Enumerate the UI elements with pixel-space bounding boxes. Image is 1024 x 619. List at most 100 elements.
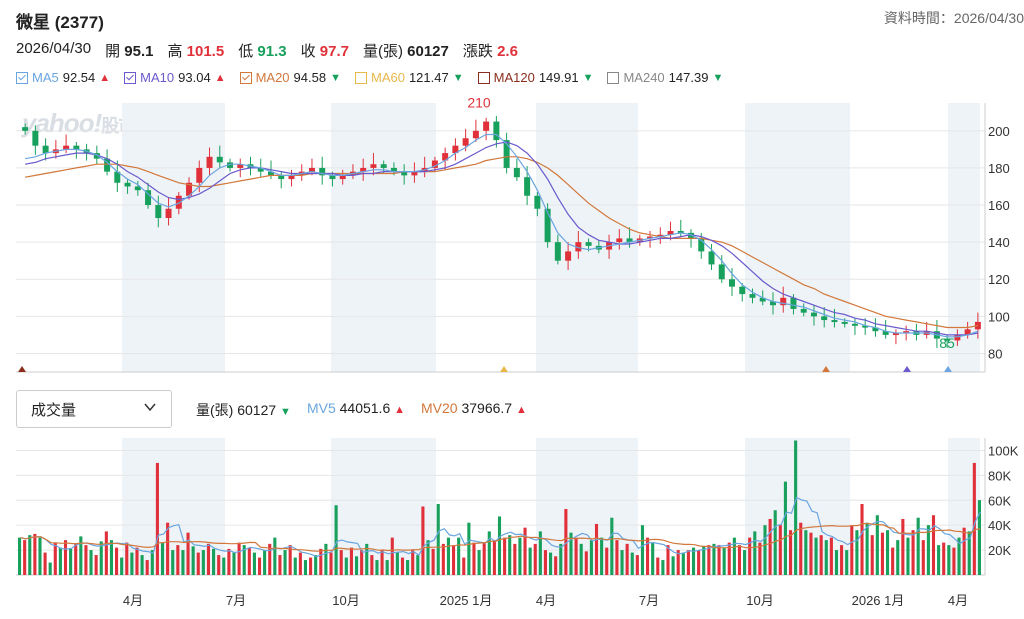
volume-bar: [840, 545, 844, 575]
volume-bar: [472, 542, 476, 575]
volume-bar: [901, 518, 905, 575]
indicator-select[interactable]: 成交量: [16, 390, 172, 428]
candle-body: [667, 231, 674, 235]
candle-body: [411, 171, 418, 176]
candle-body: [554, 242, 561, 261]
volume-bar: [640, 525, 645, 575]
candle-body: [216, 156, 223, 163]
candle-body: [155, 205, 162, 219]
candle-body: [32, 130, 39, 146]
ma-value: 94.58: [293, 70, 327, 85]
candle-body: [227, 162, 234, 168]
candle-body: [800, 308, 807, 313]
shaded-band: [536, 103, 638, 372]
arrow-down-icon: ▼: [452, 71, 464, 84]
volume-bar: [834, 550, 839, 575]
volume-bar: [513, 543, 517, 575]
volume-bar: [426, 540, 430, 575]
candle-body: [196, 167, 203, 183]
shaded-band: [745, 103, 850, 372]
x-tick-label: 4月: [536, 593, 556, 608]
quote-date: 2026/04/30: [16, 40, 92, 57]
candle-body: [339, 175, 346, 180]
checkbox-icon[interactable]: [607, 71, 620, 84]
candle-body: [104, 158, 111, 172]
candle-body: [401, 171, 408, 176]
data-time: 資料時間：2026/04/30: [883, 10, 1024, 26]
ma-toggle-ma20[interactable]: MA20 94.58 ▼: [239, 70, 341, 85]
ma-toggle-ma10[interactable]: MA10 93.04 ▲: [124, 70, 226, 85]
volume-bar: [298, 552, 302, 575]
candle-body: [810, 312, 817, 317]
volume-bar: [268, 543, 272, 575]
volume-bar: [416, 555, 420, 575]
volume-bar: [906, 537, 910, 575]
volume-bar: [962, 527, 966, 575]
candle-body: [841, 321, 848, 324]
volume-bar: [395, 552, 399, 575]
ma-toggle-ma5[interactable]: MA5 92.54 ▲: [16, 70, 110, 85]
volume-bar: [615, 540, 619, 575]
shaded-band: [122, 103, 225, 372]
volume-bar: [584, 551, 588, 575]
volume-bar: [957, 537, 961, 575]
candle-body: [114, 171, 121, 183]
volume-bar: [155, 462, 159, 575]
volume-bar: [309, 557, 313, 575]
volume-bar: [206, 543, 211, 575]
candle-body: [493, 121, 500, 141]
event-marker-icon: [18, 366, 26, 372]
y-tick-label: 80: [988, 346, 1002, 361]
candle-body: [565, 251, 572, 261]
candle-body: [718, 264, 725, 280]
volume-bar: [406, 560, 410, 575]
ma-label: MA5: [32, 70, 59, 85]
volume-bar: [140, 555, 144, 575]
ma-toggle-ma60[interactable]: MA60 121.47 ▼: [354, 70, 464, 85]
volume-bar: [227, 548, 231, 575]
volume-bar: [819, 535, 823, 575]
volume-bar: [232, 552, 236, 575]
ma-value: 121.47: [408, 70, 449, 85]
volume-bar: [303, 560, 308, 575]
volume-bar: [482, 542, 486, 575]
volume-bar: [681, 552, 685, 575]
checkbox-icon[interactable]: [477, 71, 490, 84]
volume-bar: [191, 546, 195, 575]
candle-body: [626, 238, 633, 243]
volume-bar: [201, 550, 205, 575]
x-tick-label: 4月: [948, 593, 968, 608]
quote-open: 開 95.1: [105, 43, 154, 60]
volume-bar: [610, 517, 614, 575]
volume-bar: [69, 548, 73, 575]
checkbox-icon[interactable]: [239, 71, 252, 84]
checkbox-icon[interactable]: [16, 71, 28, 84]
ma-toggle-ma240[interactable]: MA240 147.39 ▼: [607, 70, 723, 85]
y-tick-label: 120: [988, 272, 1010, 287]
volume-bar: [109, 540, 114, 575]
x-tick-label: 7月: [226, 593, 246, 608]
y-tick-label: 200: [988, 124, 1010, 139]
candle-body: [872, 327, 879, 332]
candle-body: [790, 297, 797, 309]
volume-bar: [702, 546, 706, 575]
volume-bar: [763, 525, 767, 575]
volume-bar: [875, 515, 879, 575]
volume-legend: 量(張) 60127 ▼ MV5 44051.6 ▲ MV20 37966.7 …: [196, 400, 527, 420]
volume-bar: [89, 550, 93, 575]
ma-toggle-ma120[interactable]: MA120 149.91 ▼: [477, 70, 593, 85]
volume-bar: [880, 532, 884, 575]
volume-bar: [722, 547, 726, 575]
volume-bar: [707, 545, 711, 575]
checkbox-icon[interactable]: [354, 71, 367, 84]
volume-bar: [554, 556, 558, 575]
ma-value: 149.91: [538, 70, 579, 85]
x-tick-label: 2025 1月: [440, 593, 493, 608]
candle-body: [769, 301, 776, 306]
volume-bar: [788, 530, 793, 575]
volume-bar: [18, 537, 22, 575]
volume-bar: [63, 540, 68, 575]
volume-bar: [467, 522, 471, 575]
checkbox-icon[interactable]: [124, 71, 137, 84]
volume-bar: [829, 537, 833, 575]
